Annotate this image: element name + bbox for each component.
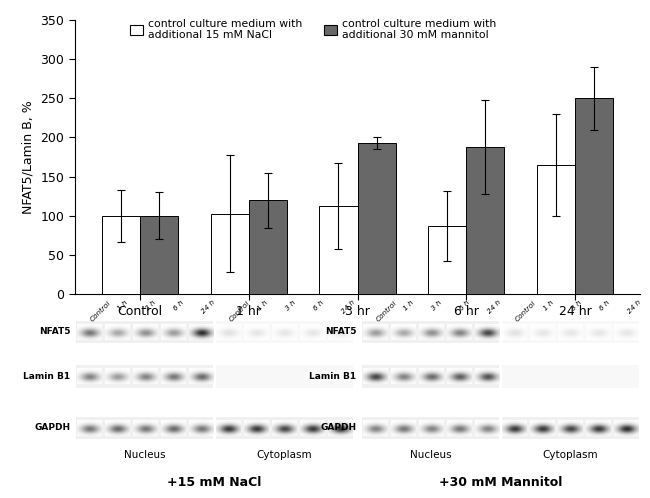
- Bar: [76, 417, 213, 439]
- Bar: [102, 216, 140, 294]
- Bar: [362, 321, 499, 343]
- Bar: [76, 321, 213, 343]
- Text: Control: Control: [88, 299, 112, 322]
- Text: Control: Control: [229, 299, 252, 322]
- Text: Nucleus: Nucleus: [124, 451, 166, 461]
- Bar: [319, 206, 358, 294]
- Text: 1 h: 1 h: [117, 299, 129, 312]
- Bar: [216, 366, 353, 387]
- Bar: [362, 366, 499, 387]
- Text: 3 h: 3 h: [571, 299, 583, 312]
- Bar: [140, 216, 178, 294]
- Bar: [216, 417, 353, 439]
- Text: +15 mM NaCl: +15 mM NaCl: [167, 476, 262, 489]
- Text: 6 h: 6 h: [313, 299, 325, 312]
- Text: Cytoplasm: Cytoplasm: [257, 451, 312, 461]
- Bar: [466, 147, 504, 294]
- Text: Control: Control: [375, 299, 398, 322]
- Bar: [211, 214, 249, 294]
- Legend: control culture medium with
additional 15 mM NaCl, control culture medium with
a: control culture medium with additional 1…: [125, 14, 501, 45]
- Bar: [575, 98, 613, 294]
- Bar: [362, 417, 499, 439]
- Text: GAPDH: GAPDH: [320, 423, 357, 432]
- Bar: [216, 321, 353, 343]
- Text: 6 h: 6 h: [599, 299, 611, 312]
- Text: 1 h: 1 h: [403, 299, 415, 312]
- Bar: [358, 143, 396, 294]
- Text: 24 h: 24 h: [200, 299, 216, 315]
- Bar: [502, 321, 639, 343]
- Text: Cytoplasm: Cytoplasm: [543, 451, 598, 461]
- Text: 3 h: 3 h: [431, 299, 443, 312]
- Text: 24 h: 24 h: [487, 299, 502, 315]
- Text: Control: Control: [515, 299, 538, 322]
- Text: 3 h: 3 h: [285, 299, 297, 312]
- Bar: [502, 366, 639, 387]
- Text: 1 h: 1 h: [543, 299, 555, 312]
- Text: Lamin B1: Lamin B1: [23, 372, 71, 381]
- Bar: [428, 226, 466, 294]
- Text: NFAT5: NFAT5: [325, 328, 357, 337]
- Y-axis label: NFAT5/Lamin B, %: NFAT5/Lamin B, %: [22, 100, 35, 214]
- Bar: [249, 200, 287, 294]
- Bar: [76, 366, 213, 387]
- Text: 6 h: 6 h: [173, 299, 185, 312]
- Bar: [502, 417, 639, 439]
- Text: 1 h: 1 h: [256, 299, 269, 312]
- Bar: [537, 165, 575, 294]
- Text: 24 h: 24 h: [341, 299, 356, 315]
- Text: GAPDH: GAPDH: [34, 423, 71, 432]
- Text: Lamin B1: Lamin B1: [309, 372, 357, 381]
- Text: 6 h: 6 h: [459, 299, 471, 312]
- Text: Nucleus: Nucleus: [410, 451, 452, 461]
- Text: 24 h: 24 h: [627, 299, 642, 315]
- Text: 3 h: 3 h: [144, 299, 157, 312]
- Text: +30 mM Mannitol: +30 mM Mannitol: [439, 476, 562, 489]
- Text: NFAT5: NFAT5: [39, 328, 71, 337]
